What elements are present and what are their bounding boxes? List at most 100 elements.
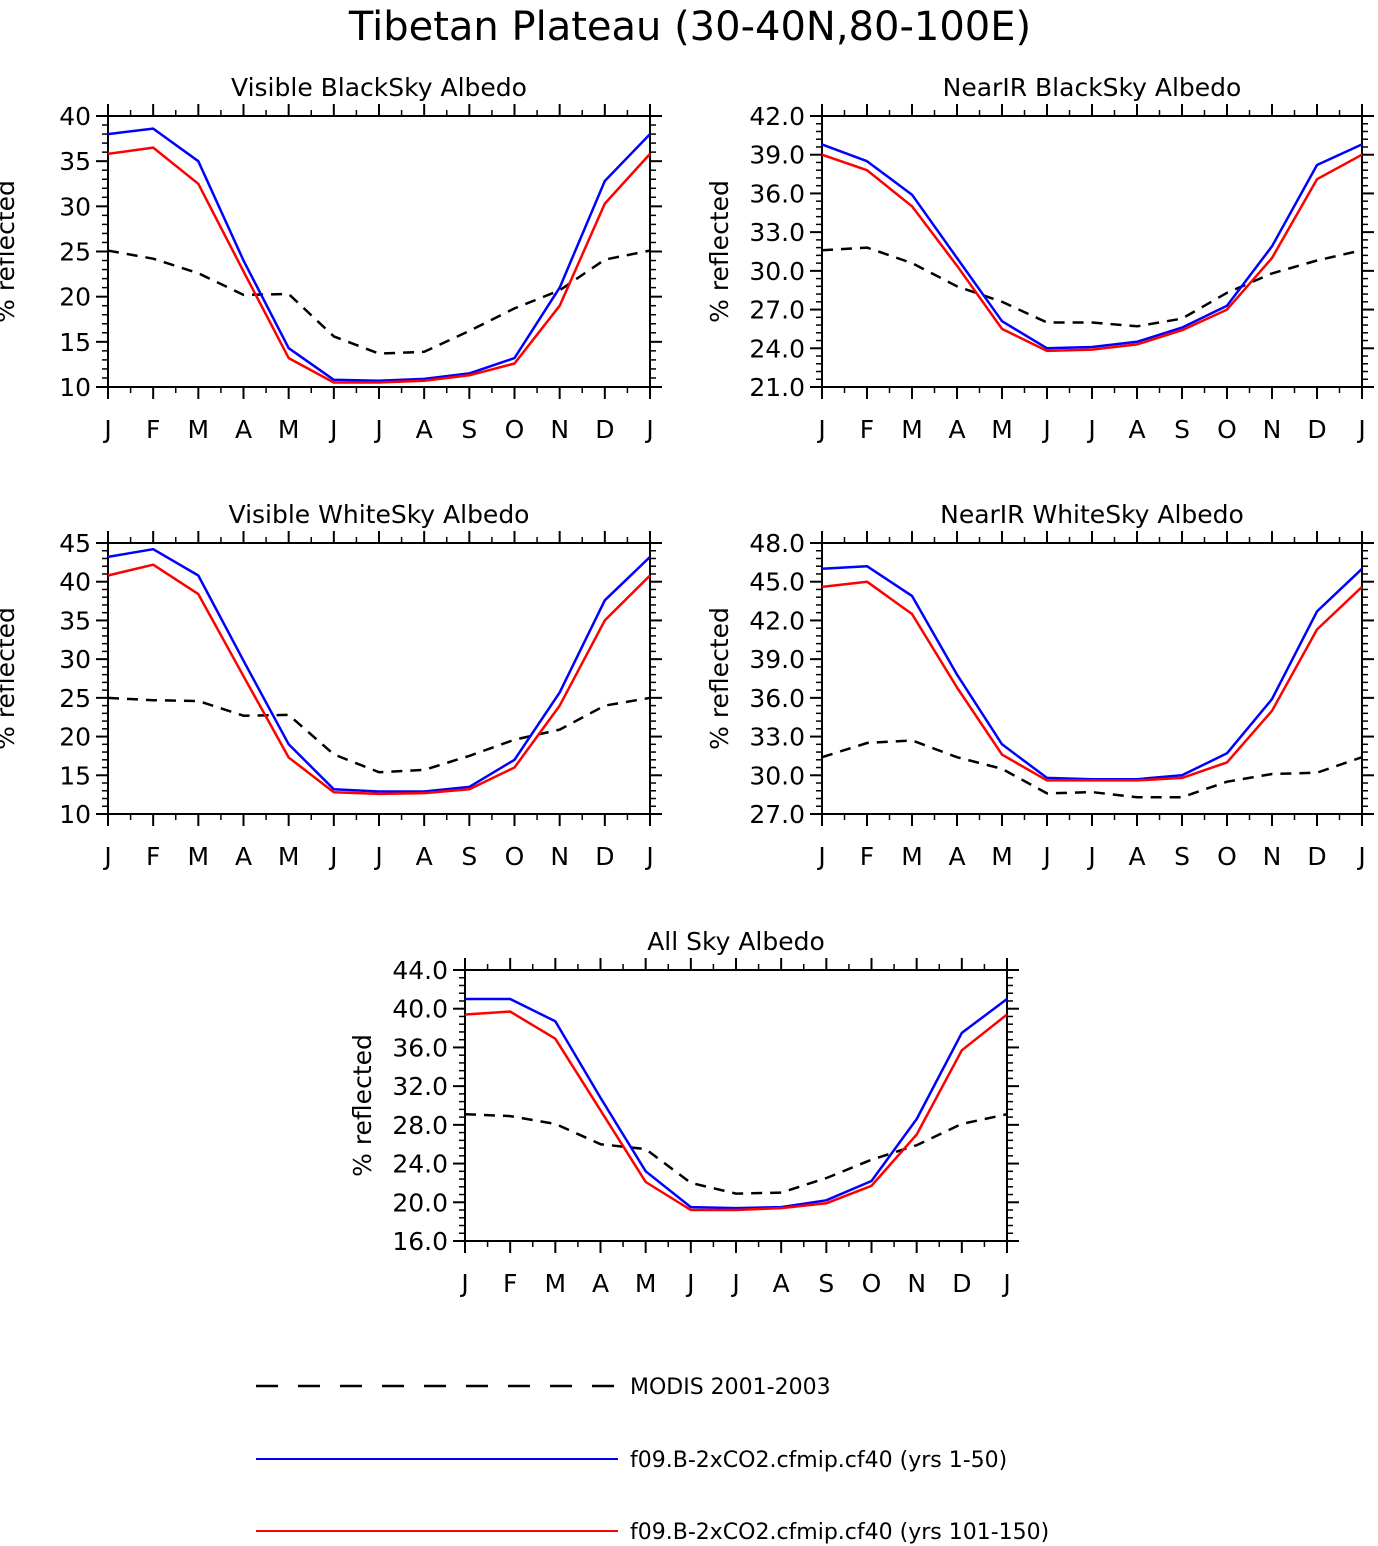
series-line-run2 bbox=[464, 1010, 1008, 1212]
chart-panel-visible-blacksky: Visible BlackSky Albedo% reflectedJFMAMJ… bbox=[0, 73, 662, 444]
series-line-modis bbox=[464, 1112, 1008, 1195]
x-tick-label: M bbox=[188, 842, 210, 871]
y-tick-label: 45.0 bbox=[749, 568, 805, 597]
x-tick-label: D bbox=[595, 415, 614, 444]
series-line-run1 bbox=[821, 564, 1363, 781]
x-tick-label: J bbox=[328, 415, 337, 444]
y-tick-label: 44.0 bbox=[392, 956, 448, 985]
x-tick-label: J bbox=[644, 415, 653, 444]
y-tick-label: 42.0 bbox=[749, 102, 805, 131]
x-tick-label: N bbox=[1263, 415, 1282, 444]
y-axis-label: % reflected bbox=[348, 1034, 377, 1177]
y-tick-label: 10 bbox=[59, 373, 91, 402]
x-tick-label: O bbox=[505, 415, 525, 444]
y-axis-label: % reflected bbox=[0, 607, 20, 750]
y-tick-label: 10 bbox=[59, 800, 91, 829]
x-tick-label: A bbox=[948, 842, 965, 871]
x-tick-label: S bbox=[1174, 415, 1190, 444]
x-tick-label: S bbox=[461, 842, 477, 871]
x-tick-label: F bbox=[146, 842, 160, 871]
x-tick-label: A bbox=[1128, 415, 1145, 444]
y-tick-label: 27.0 bbox=[749, 800, 805, 829]
x-tick-label: O bbox=[1217, 415, 1237, 444]
y-tick-label: 24.0 bbox=[392, 1150, 448, 1179]
x-tick-label: M bbox=[635, 1269, 657, 1298]
series-line-run2 bbox=[821, 153, 1363, 353]
y-axis-label: % reflected bbox=[705, 180, 734, 323]
x-tick-label: J bbox=[1086, 415, 1095, 444]
y-tick-label: 24.0 bbox=[749, 334, 805, 363]
series-line-run2 bbox=[107, 563, 651, 796]
series-line-modis bbox=[821, 739, 1363, 799]
y-tick-label: 35 bbox=[59, 606, 91, 635]
x-tick-label: J bbox=[1001, 1269, 1010, 1298]
series-line-run1 bbox=[107, 547, 651, 793]
x-tick-label: D bbox=[1307, 842, 1326, 871]
x-tick-label: J bbox=[459, 1269, 468, 1298]
x-tick-label: N bbox=[1263, 842, 1282, 871]
panel-title: All Sky Albedo bbox=[647, 927, 825, 956]
y-tick-label: 20 bbox=[59, 723, 91, 752]
y-tick-label: 21.0 bbox=[749, 373, 805, 402]
legend-label-run1: f09.B-2xCO2.cfmip.cf40 (yrs 1-50) bbox=[630, 1448, 1007, 1473]
y-tick-label: 15 bbox=[59, 328, 91, 357]
y-tick-label: 33.0 bbox=[749, 218, 805, 247]
plot-frame bbox=[107, 115, 651, 388]
y-tick-label: 20.0 bbox=[392, 1188, 448, 1217]
series-line-run1 bbox=[107, 127, 651, 382]
x-tick-label: M bbox=[545, 1269, 567, 1298]
x-tick-label: A bbox=[235, 415, 252, 444]
figure-title: Tibetan Plateau (30-40N,80-100E) bbox=[348, 4, 1031, 50]
legend-label-run2: f09.B-2xCO2.cfmip.cf40 (yrs 101-150) bbox=[630, 1520, 1049, 1545]
x-tick-label: S bbox=[818, 1269, 834, 1298]
x-tick-label: J bbox=[1086, 842, 1095, 871]
x-tick-label: O bbox=[1217, 842, 1237, 871]
x-tick-label: A bbox=[416, 842, 433, 871]
y-tick-label: 36.0 bbox=[392, 1033, 448, 1062]
x-tick-label: J bbox=[1356, 842, 1365, 871]
y-tick-label: 40 bbox=[59, 102, 91, 131]
x-tick-label: F bbox=[503, 1269, 517, 1298]
y-tick-label: 25 bbox=[59, 684, 91, 713]
x-tick-label: D bbox=[952, 1269, 971, 1298]
y-tick-label: 39.0 bbox=[749, 141, 805, 170]
x-tick-label: J bbox=[816, 842, 825, 871]
y-tick-label: 36.0 bbox=[749, 684, 805, 713]
x-tick-label: F bbox=[860, 415, 874, 444]
y-axis-label: % reflected bbox=[0, 180, 20, 323]
y-tick-label: 16.0 bbox=[392, 1227, 448, 1256]
series-line-run1 bbox=[465, 997, 1008, 1210]
x-tick-label: J bbox=[373, 415, 382, 444]
x-tick-label: M bbox=[278, 415, 300, 444]
series-line-modis bbox=[107, 696, 651, 774]
legend-label-modis: MODIS 2001-2003 bbox=[630, 1375, 831, 1400]
y-tick-label: 20 bbox=[59, 283, 91, 312]
y-tick-label: 35 bbox=[59, 147, 91, 176]
x-tick-label: F bbox=[860, 842, 874, 871]
x-tick-label: M bbox=[278, 842, 300, 871]
x-tick-label: S bbox=[1174, 842, 1190, 871]
series-line-run2 bbox=[107, 146, 651, 384]
x-tick-label: J bbox=[102, 842, 111, 871]
panel-title: NearIR WhiteSky Albedo bbox=[940, 500, 1244, 529]
series-line-run1 bbox=[821, 143, 1363, 350]
x-tick-label: A bbox=[416, 415, 433, 444]
plot-frame bbox=[464, 969, 1008, 1242]
x-tick-label: J bbox=[816, 415, 825, 444]
x-tick-label: J bbox=[644, 842, 653, 871]
y-tick-label: 30 bbox=[59, 645, 91, 674]
y-tick-label: 25 bbox=[59, 238, 91, 267]
x-tick-label: M bbox=[991, 415, 1013, 444]
x-tick-label: M bbox=[188, 415, 210, 444]
x-tick-label: N bbox=[907, 1269, 926, 1298]
y-tick-label: 42.0 bbox=[749, 606, 805, 635]
y-tick-label: 30.0 bbox=[749, 761, 805, 790]
x-tick-label: O bbox=[862, 1269, 882, 1298]
x-tick-label: A bbox=[1128, 842, 1145, 871]
x-tick-label: O bbox=[505, 842, 525, 871]
y-tick-label: 27.0 bbox=[749, 296, 805, 325]
